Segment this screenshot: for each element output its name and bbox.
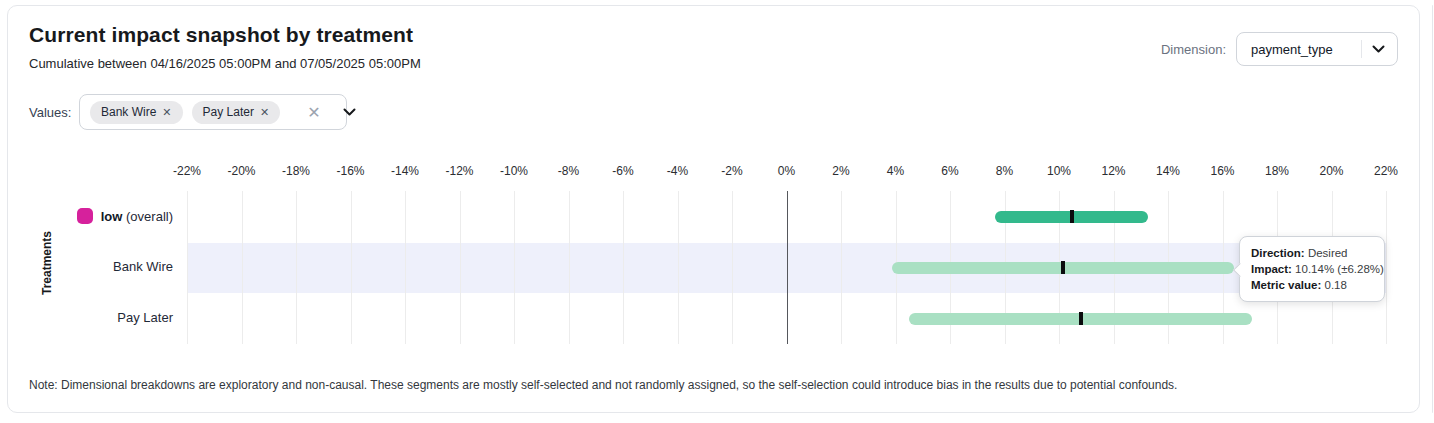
x-axis-tick-label: -16% bbox=[324, 164, 378, 178]
tooltip-metric-row: Metric value: 0.18 bbox=[1251, 277, 1373, 293]
x-axis-tick-label: 4% bbox=[869, 164, 923, 178]
x-axis-tick-label: 8% bbox=[978, 164, 1032, 178]
gridline bbox=[514, 191, 515, 344]
gridline bbox=[405, 191, 406, 344]
x-axis-tick-label: 10% bbox=[1032, 164, 1086, 178]
treatment-row-label: low (overall) bbox=[8, 208, 173, 224]
tooltip: Direction: Desired Impact: 10.14% (±6.28… bbox=[1239, 236, 1385, 302]
x-axis-tick-label: 16% bbox=[1196, 164, 1250, 178]
gridline bbox=[1386, 191, 1387, 344]
gridline bbox=[460, 191, 461, 344]
x-axis-tick-label: 6% bbox=[923, 164, 977, 178]
x-axis-tick-label: 0% bbox=[760, 164, 814, 178]
x-axis-tick-label: 22% bbox=[1359, 164, 1413, 178]
x-axis-tick-label: -18% bbox=[269, 164, 323, 178]
tooltip-impact-row: Impact: 10.14% (±6.28%) bbox=[1251, 261, 1373, 277]
gridline bbox=[187, 191, 188, 344]
impact-point-tick bbox=[1070, 210, 1074, 223]
treatment-row-label: Pay Later bbox=[8, 310, 173, 325]
x-axis-tick-label: -20% bbox=[215, 164, 269, 178]
treatment-row-label: Bank Wire bbox=[8, 259, 173, 274]
gridline bbox=[296, 191, 297, 344]
gridline bbox=[351, 191, 352, 344]
gridline bbox=[623, 191, 624, 344]
tooltip-direction-row: Direction: Desired bbox=[1251, 245, 1373, 261]
x-axis-tick-label: -2% bbox=[705, 164, 759, 178]
footnote: Note: Dimensional breakdowns are explora… bbox=[29, 378, 1177, 392]
gridline bbox=[678, 191, 679, 344]
impact-point-tick bbox=[1079, 312, 1083, 325]
impact-point-tick bbox=[1061, 261, 1065, 274]
gridline bbox=[569, 191, 570, 344]
zero-gridline bbox=[787, 191, 789, 344]
x-axis-tick-label: 20% bbox=[1305, 164, 1359, 178]
gridline bbox=[732, 191, 733, 344]
x-axis-tick-label: 2% bbox=[814, 164, 868, 178]
x-axis-tick-label: -8% bbox=[542, 164, 596, 178]
gridline bbox=[242, 191, 243, 344]
x-axis-tick-label: -22% bbox=[160, 164, 214, 178]
x-axis-tick-label: -10% bbox=[487, 164, 541, 178]
x-axis-tick-label: 18% bbox=[1250, 164, 1304, 178]
x-axis-tick-label: -6% bbox=[596, 164, 650, 178]
x-axis-tick-label: -4% bbox=[651, 164, 705, 178]
x-axis-tick-label: -12% bbox=[433, 164, 487, 178]
impact-chart: Treatments Direction: Desired Impact: 10… bbox=[8, 6, 1421, 414]
x-axis-tick-label: 12% bbox=[1087, 164, 1141, 178]
gridline bbox=[841, 191, 842, 344]
x-axis-tick-label: -14% bbox=[378, 164, 432, 178]
legend-swatch bbox=[77, 208, 93, 224]
impact-snapshot-card: Current impact snapshot by treatment Cum… bbox=[7, 5, 1420, 413]
x-axis-tick-label: 14% bbox=[1141, 164, 1195, 178]
